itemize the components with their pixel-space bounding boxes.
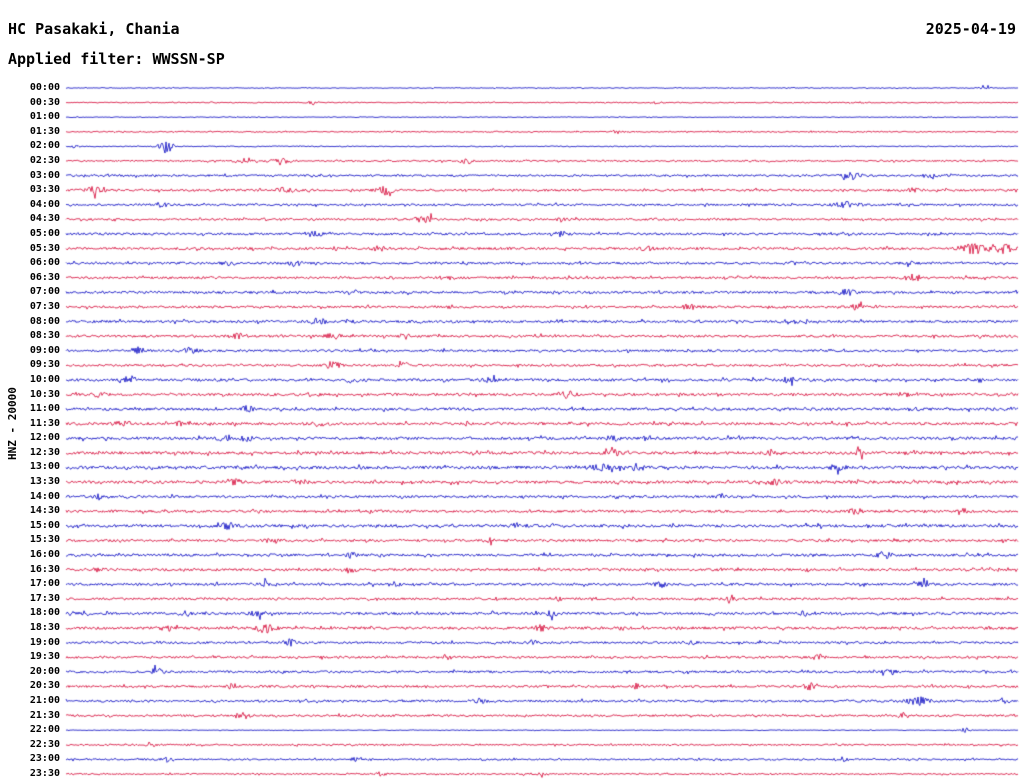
row-time-label: 16:00 [29,549,60,561]
row-time-label: 05:00 [29,227,60,239]
row-time-label: 08:30 [29,330,60,342]
row-time-label: 01:30 [29,125,60,137]
row-time-label: 00:30 [29,96,60,108]
row-time-label: 23:00 [29,753,60,765]
row-time-label: 12:30 [29,446,60,458]
row-time-label: 04:00 [29,198,60,210]
row-time-label: 15:30 [29,534,60,546]
row-time-label: 06:30 [29,271,60,283]
row-time-label: 14:30 [29,505,60,517]
row-time-label: 16:30 [29,563,60,575]
row-time-label: 22:00 [29,724,60,736]
row-time-label: 17:00 [29,578,60,590]
row-time-label: 06:00 [29,257,60,269]
row-time-label: 17:30 [29,592,60,604]
row-time-label: 15:00 [29,519,60,531]
row-time-label: 18:00 [29,607,60,619]
row-time-label: 04:30 [29,213,60,225]
row-time-label: 13:00 [29,461,60,473]
row-time-label: 12:00 [29,432,60,444]
row-time-label: 21:30 [29,709,60,721]
row-time-label: 19:30 [29,651,60,663]
row-time-label: 02:00 [29,140,60,152]
row-time-label: 22:30 [29,738,60,750]
row-time-label: 09:30 [29,359,60,371]
row-time-label: 10:30 [29,388,60,400]
row-time-label: 11:30 [29,417,60,429]
row-time-label: 20:30 [29,680,60,692]
row-time-label: 20:00 [29,665,60,677]
row-time-label: 18:30 [29,622,60,634]
row-time-label: 11:00 [29,403,60,415]
row-time-label: 03:30 [29,184,60,196]
row-time-label: 03:00 [29,169,60,181]
row-time-label: 14:00 [29,490,60,502]
row-time-label: 10:00 [29,373,60,385]
row-time-label: 23:30 [29,768,60,779]
row-time-label: 00:00 [29,82,60,93]
row-time-label: 09:00 [29,344,60,356]
row-time-label: 07:00 [29,286,60,298]
row-time-label: 21:00 [29,695,60,707]
row-time-label: 08:00 [29,315,60,327]
row-time-label: 02:30 [29,154,60,166]
row-time-label: 05:30 [29,242,60,254]
row-time-label: 13:30 [29,476,60,488]
row-time-label: 19:00 [29,636,60,648]
row-time-label: 01:00 [29,111,60,123]
row-time-label: 07:30 [29,300,60,312]
